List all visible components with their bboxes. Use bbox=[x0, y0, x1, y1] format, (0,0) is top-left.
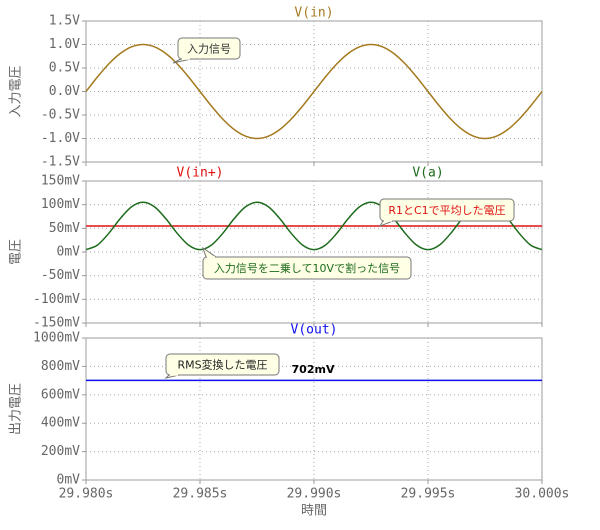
y-tick-label: -100mV bbox=[33, 292, 80, 307]
annotation: 702mV bbox=[292, 363, 335, 376]
y-tick-label: 200mV bbox=[41, 444, 80, 459]
x-tick-label: 30.000s bbox=[515, 487, 570, 502]
y-tick-label: 150mV bbox=[41, 174, 80, 189]
y-tick-label: 400mV bbox=[41, 416, 80, 431]
callout-box bbox=[202, 256, 412, 280]
annotation: RMS変換した電圧 bbox=[177, 358, 267, 372]
y-tick-label: 100mV bbox=[41, 197, 80, 212]
y-tick-label: -1.0V bbox=[41, 131, 80, 146]
x-tick-label: 29.985s bbox=[173, 487, 228, 502]
y-tick-label: -1.5V bbox=[41, 155, 80, 170]
callout-box bbox=[379, 198, 515, 222]
y-tick-label: 0mV bbox=[57, 245, 81, 260]
callout-box bbox=[165, 353, 280, 376]
y-axis-label: 出力電圧 bbox=[9, 383, 24, 435]
y-tick-label: -150mV bbox=[33, 316, 80, 331]
y-tick-label: 1.0V bbox=[49, 37, 80, 52]
y-tick-label: 1000mV bbox=[33, 331, 80, 346]
x-tick-label: 29.995s bbox=[401, 487, 456, 502]
y-axis-label: 入力電圧 bbox=[9, 65, 24, 117]
y-tick-label: 800mV bbox=[41, 359, 80, 374]
y-tick-label: 0.5V bbox=[49, 61, 80, 76]
y-axis-label: 電圧 bbox=[9, 239, 24, 265]
annotation: 入力信号 bbox=[187, 43, 231, 56]
x-tick-label: 29.980s bbox=[59, 487, 114, 502]
y-tick-label: -50mV bbox=[41, 268, 80, 283]
y-tick-label: 50mV bbox=[49, 221, 80, 236]
legend-entry: V(out) bbox=[291, 323, 338, 338]
legend-entry: V(a) bbox=[412, 166, 443, 181]
y-tick-label: -0.5V bbox=[41, 108, 80, 123]
x-tick-label: 29.990s bbox=[287, 487, 342, 502]
y-tick-label: 0.0V bbox=[49, 84, 80, 99]
annotation: 入力信号を二乗して10Vで割った信号 bbox=[214, 261, 400, 275]
callout-box bbox=[177, 37, 241, 60]
x-axis-label: 時間 bbox=[301, 504, 327, 519]
y-tick-label: 600mV bbox=[41, 387, 80, 402]
series-line bbox=[85, 43, 543, 140]
annotation: R1とC1で平均した電圧 bbox=[388, 204, 505, 217]
legend-entry: V(in+) bbox=[177, 166, 224, 181]
legend-entry: V(in) bbox=[294, 6, 333, 21]
y-tick-label: 0mV bbox=[57, 473, 81, 488]
y-tick-label: 1.5V bbox=[49, 14, 80, 29]
